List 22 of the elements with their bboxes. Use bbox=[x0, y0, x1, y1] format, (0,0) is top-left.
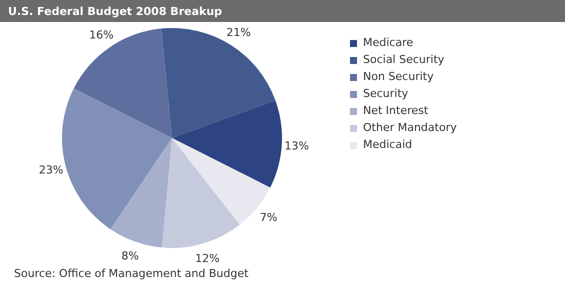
data-label: 16% bbox=[89, 28, 114, 42]
legend-label: Medicare bbox=[363, 36, 414, 49]
legend-label: Other Mandatory bbox=[363, 121, 458, 134]
pie-slice bbox=[161, 28, 276, 138]
data-label: 13% bbox=[284, 139, 310, 152]
pie-slice bbox=[74, 28, 172, 138]
data-label: 23% bbox=[38, 163, 64, 176]
pie-slice bbox=[62, 88, 172, 230]
data-label: 7% bbox=[260, 211, 278, 224]
chart-title: U.S. Federal Budget 2008 Breakup bbox=[8, 5, 222, 18]
data-label: 8% bbox=[121, 250, 139, 263]
source-note: Source: Office of Management and Budget bbox=[14, 267, 250, 280]
legend-label: Non Security bbox=[363, 70, 434, 83]
legend-label: Net Interest bbox=[363, 104, 429, 117]
data-label: 12% bbox=[195, 252, 220, 265]
legend-label: Security bbox=[363, 87, 409, 100]
data-label: 21% bbox=[226, 26, 251, 40]
pie-slice bbox=[162, 138, 240, 248]
pie-slice bbox=[110, 138, 172, 248]
legend-label: Social Security bbox=[363, 53, 445, 66]
legend-label: Medicaid bbox=[363, 138, 412, 151]
pie-slice bbox=[172, 100, 282, 188]
